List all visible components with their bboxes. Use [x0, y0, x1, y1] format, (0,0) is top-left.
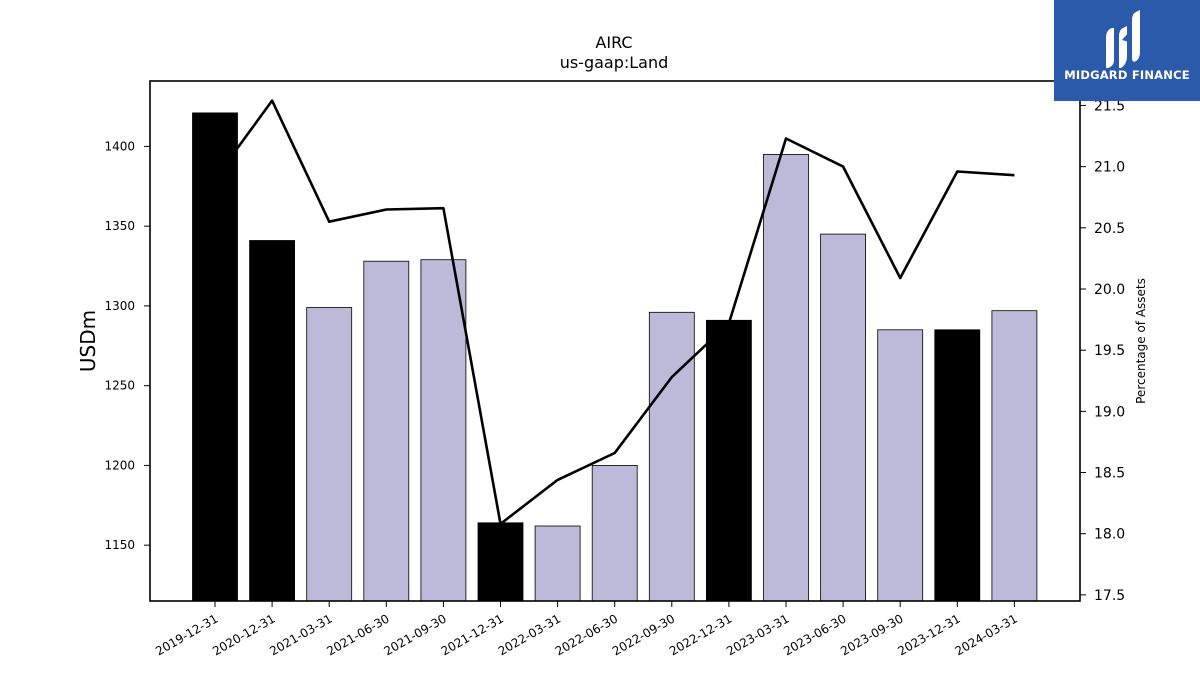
- x-tick-label: 2023-06-30: [781, 611, 848, 658]
- x-tick-label: 2022-03-31: [496, 611, 563, 658]
- x-tick-label: 2022-06-30: [553, 611, 620, 658]
- bar-2022-03-31: [534, 525, 581, 602]
- y2-tick-label: 18.0: [1094, 527, 1125, 543]
- percentage-line: [213, 99, 1015, 526]
- y-tick-label: 1400: [104, 139, 135, 153]
- chart-subtitle: us-gaap:Land: [560, 53, 669, 72]
- x-tick-label: 2021-09-30: [381, 611, 448, 658]
- x-tick-label: 2023-03-31: [724, 611, 791, 658]
- y-axis-left-label: USDm: [76, 310, 100, 372]
- bar-2021-06-30: [363, 260, 410, 602]
- y2-tick-label: 21.0: [1094, 160, 1125, 176]
- x-tick-label: 2023-09-30: [838, 611, 905, 658]
- chart-title: AIRC: [595, 33, 632, 52]
- x-tick-label: 2020-12-31: [210, 611, 277, 658]
- bar-2019-12-31: [192, 112, 238, 602]
- y2-tick-label: 21.5: [1094, 98, 1125, 114]
- bar-2023-06-30: [820, 233, 866, 602]
- y2-tick-label: 20.5: [1094, 221, 1125, 237]
- x-tick-label: 2022-09-30: [610, 611, 677, 658]
- bar-2023-09-30: [877, 329, 924, 602]
- x-tick-label: 2019-12-31: [153, 611, 220, 658]
- bar-2021-03-31: [306, 307, 353, 602]
- y-tick-label: 1200: [104, 458, 135, 472]
- line-group: [213, 99, 1015, 526]
- x-tick-label: 2023-12-31: [895, 611, 962, 658]
- x-tick-label: 2021-03-31: [267, 611, 334, 658]
- y-tick-label: 1300: [104, 299, 135, 313]
- bars-group: [192, 112, 1038, 602]
- y2-tick-label: 17.5: [1094, 588, 1125, 604]
- x-tick-label: 2024-03-31: [952, 611, 1019, 658]
- bar-2023-12-31: [934, 329, 981, 602]
- y2-tick-label: 18.5: [1094, 466, 1125, 482]
- brand-logo: MIDGARD FINANCE: [1054, 0, 1200, 101]
- logo-text: MIDGARD FINANCE: [1064, 68, 1190, 82]
- x-tick-label: 2022-12-31: [667, 611, 734, 658]
- x-tick-label: 2021-06-30: [324, 611, 391, 658]
- x-tick-label: 2021-12-31: [439, 611, 506, 658]
- y-axis-right-ticks: 17.5 18.0 18.5 19.0 19.5 20.0 20.5 21.0 21.5: [1080, 98, 1125, 604]
- bar-2021-12-31: [477, 522, 524, 602]
- y-tick-label: 1150: [104, 538, 135, 552]
- bar-2020-12-31: [249, 240, 296, 602]
- bar-2024-03-31: [991, 310, 1038, 602]
- y-tick-label: 1350: [104, 219, 135, 233]
- bar-2022-09-30: [648, 311, 695, 602]
- bar-2022-12-31: [706, 319, 752, 602]
- bar-2022-06-30: [591, 464, 638, 602]
- y-axis-right-label: Percentage of Assets: [1134, 278, 1148, 404]
- x-axis-ticks: 2019-12-312020-12-312021-03-312021-06-30…: [153, 601, 1020, 658]
- y2-tick-label: 19.5: [1094, 343, 1125, 359]
- y-tick-label: 1250: [104, 379, 135, 393]
- y2-tick-label: 19.0: [1094, 404, 1125, 420]
- midgard-logo-icon: [1106, 10, 1140, 68]
- y-axis-left-ticks: 1150 1200 1250 1300 1350 1400: [104, 139, 150, 552]
- bar-2021-09-30: [420, 259, 467, 602]
- y2-tick-label: 20.0: [1094, 282, 1125, 298]
- bar-2023-03-31: [763, 153, 809, 602]
